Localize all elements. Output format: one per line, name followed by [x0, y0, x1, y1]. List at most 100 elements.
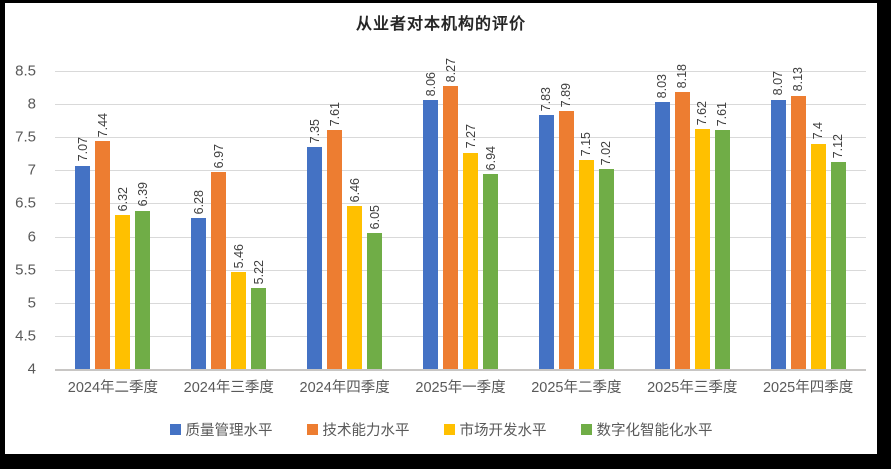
- bar: 8.07: [770, 71, 786, 369]
- bar: 7.12: [830, 134, 846, 369]
- legend-item: 质量管理水平: [169, 419, 273, 440]
- bar-value-label: 7.89: [559, 83, 574, 108]
- bar-value-label: 8.27: [443, 57, 458, 83]
- bar: 8.18: [674, 64, 690, 369]
- gridline: [55, 335, 866, 337]
- gridline: [55, 203, 866, 205]
- y-tick-label: 6: [27, 228, 36, 246]
- bar-value-label: 7.27: [463, 124, 478, 149]
- bar-value-label: 7.12: [830, 134, 845, 159]
- bar: 7.4: [810, 122, 826, 369]
- bar-value-label: 7.61: [327, 101, 342, 126]
- bar-value-label: 5.22: [251, 259, 266, 285]
- chart-panel: 从业者对本机构的评价 8.5 8 7.5 7 6.5 6 5.5 5 4.5 4 7.07 7.44 6…: [5, 3, 877, 454]
- bar: 7.35: [307, 119, 323, 369]
- legend-label: 质量管理水平: [185, 423, 273, 439]
- x-axis-label: 2025年四季度: [762, 380, 854, 396]
- bar-value-label: 7.07: [75, 137, 90, 162]
- bar: 6.97: [211, 144, 227, 369]
- bar: 7.83: [538, 87, 554, 369]
- bar-group: 7.07 7.44 6.32 6.39: [55, 71, 171, 369]
- bar: 7.61: [327, 102, 343, 369]
- bar-value-label: 8.03: [654, 73, 669, 99]
- bar: 8.03: [654, 74, 670, 369]
- bar: 6.46: [347, 178, 363, 369]
- legend-label: 数字化智能化水平: [596, 423, 713, 439]
- bar-value-label: 6.05: [367, 204, 382, 230]
- bar: 7.44: [95, 113, 111, 369]
- x-axis-line: [55, 369, 866, 371]
- bar-value-label: 6.46: [347, 177, 362, 203]
- bar-value-label: 7.35: [307, 118, 322, 144]
- y-tick-label: 8.5: [15, 62, 36, 80]
- x-axis-label: 2024年三季度: [183, 380, 274, 396]
- bar: 6.39: [135, 182, 151, 369]
- bar-value-label: 6.94: [483, 145, 498, 171]
- legend-item: 技术能力水平: [306, 419, 410, 440]
- bar: 6.28: [191, 190, 207, 369]
- legend-swatch: [306, 424, 318, 435]
- bar: 5.22: [251, 260, 267, 369]
- legend-label: 市场开发水平: [459, 423, 547, 439]
- plot-area: 8.5 8 7.5 7 6.5 6 5.5 5 4.5 4 7.07 7.44 6.32 6.39 6.28…: [15, 58, 866, 378]
- bar-group: 6.28 6.97 5.46 5.22: [171, 71, 287, 369]
- x-axis-label: 2024年四季度: [299, 380, 390, 396]
- y-tick-label: 6.5: [15, 194, 36, 212]
- bar-value-label: 6.97: [211, 143, 226, 169]
- x-axis-label: 2024年二季度: [67, 380, 159, 396]
- bar-group: 8.06 8.27 7.27 6.94: [403, 58, 519, 369]
- bar-group: 8.03 8.18 7.62 7.61: [634, 64, 750, 369]
- bar-group: 7.35 7.61 6.46 6.05: [287, 71, 403, 369]
- bar-group: 7.83 7.89 7.15 7.02: [518, 71, 634, 369]
- legend-item: 市场开发水平: [443, 419, 547, 440]
- bar-value-label: 7.02: [599, 140, 614, 165]
- bar-value-label: 7.44: [95, 112, 110, 138]
- bar: 7.61: [714, 102, 730, 369]
- bar: 7.27: [463, 124, 478, 369]
- gridline: [55, 71, 866, 72]
- x-axis-label: 2025年一季度: [415, 380, 506, 396]
- bar-value-label: 6.39: [135, 182, 150, 207]
- bar: 7.89: [558, 83, 574, 369]
- bar-value-label: 8.07: [770, 71, 785, 96]
- bar-value-label: 6.28: [191, 189, 206, 214]
- bar: 7.15: [578, 132, 594, 369]
- gridline: [55, 302, 866, 304]
- y-tick-label: 4: [27, 360, 36, 378]
- bar-value-label: 6.32: [115, 187, 130, 212]
- x-axis-label: 2025年三季度: [647, 380, 738, 396]
- legend-label: 技术能力水平: [322, 423, 410, 439]
- bar: 5.46: [231, 244, 247, 369]
- bar-value-label: 8.18: [674, 63, 689, 89]
- gridline: [55, 269, 866, 271]
- legend-swatch: [169, 424, 181, 435]
- gridline: [55, 170, 866, 172]
- y-tick-label: 8: [27, 95, 36, 113]
- x-axis: 2024年二季度 2024年三季度 2024年四季度 2025年一季度 2025年二季度…: [55, 376, 866, 397]
- legend-swatch: [580, 424, 592, 435]
- y-tick-label: 7: [27, 161, 36, 179]
- legend-item: 数字化智能化水平: [580, 419, 713, 440]
- bar-value-label: 5.46: [231, 243, 246, 269]
- bar: 8.13: [790, 67, 806, 369]
- chart-title: 从业者对本机构的评价: [355, 16, 526, 33]
- bar-value-label: 7.62: [694, 100, 709, 126]
- bar-groups: 7.07 7.44 6.32 6.39 6.28 6.97 5.46 5.22 7.35 7.61…: [55, 58, 866, 369]
- bar: 7.02: [598, 141, 614, 369]
- bar: 8.27: [443, 58, 458, 369]
- legend-swatch: [443, 424, 455, 435]
- bar-value-label: 7.4: [810, 122, 825, 140]
- y-tick-label: 4.5: [15, 327, 36, 345]
- legend: 质量管理水平 技术能力水平 市场开发水平 数字化智能化水平: [5, 419, 877, 440]
- gridline: [55, 104, 866, 106]
- bar-value-label: 7.15: [579, 132, 594, 157]
- bar: 7.62: [694, 101, 710, 369]
- y-tick-label: 5: [27, 294, 36, 312]
- bar-group: 8.07 8.13 7.4 7.12: [750, 67, 866, 369]
- bar: 6.32: [115, 187, 131, 369]
- bar: 6.05: [367, 205, 383, 369]
- bar-value-label: 7.61: [714, 101, 729, 126]
- bar: 6.94: [483, 146, 498, 369]
- bar-value-label: 8.06: [423, 71, 438, 97]
